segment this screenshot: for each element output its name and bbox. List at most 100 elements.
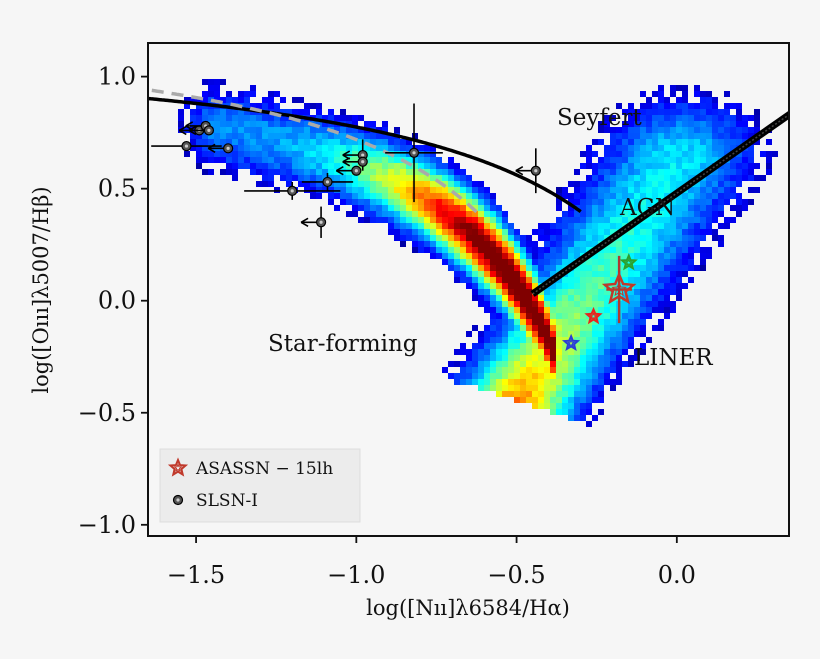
density-cell [580, 241, 586, 247]
density-cell [538, 403, 544, 409]
density-cell [556, 343, 562, 349]
density-cell [622, 253, 628, 259]
density-cell [268, 139, 274, 145]
density-cell [256, 151, 262, 157]
density-cell [670, 259, 676, 265]
density-cell [478, 265, 484, 271]
density-cell [718, 127, 724, 133]
density-cell [562, 385, 568, 391]
density-cell [544, 403, 550, 409]
density-cell [724, 217, 730, 223]
density-cell [634, 199, 640, 205]
density-cell [574, 409, 580, 415]
density-cell [478, 193, 484, 199]
density-cell [244, 163, 250, 169]
density-cell [514, 379, 520, 385]
density-cell [562, 403, 568, 409]
density-cell [586, 241, 592, 247]
density-cell [604, 343, 610, 349]
y-tick-label: −0.5 [78, 399, 136, 427]
density-cell [382, 199, 388, 205]
density-cell [730, 205, 736, 211]
density-cell [568, 319, 574, 325]
density-cell [724, 169, 730, 175]
legend: ASASSN − 15lh SLSN-I [159, 448, 361, 523]
density-cell [646, 169, 652, 175]
density-cell [388, 139, 394, 145]
density-cell [262, 121, 268, 127]
density-cell [622, 325, 628, 331]
density-cell [520, 349, 526, 355]
density-cell [640, 109, 646, 115]
density-cell [274, 151, 280, 157]
density-cell [598, 181, 604, 187]
y-axis-label: log([Oııı]λ5007/Hβ) [29, 186, 53, 393]
density-cell [520, 361, 526, 367]
density-cell [460, 373, 466, 379]
density-cell [556, 205, 562, 211]
density-cell [364, 121, 370, 127]
density-cell [676, 211, 682, 217]
density-cell [550, 295, 556, 301]
density-cell [616, 175, 622, 181]
density-cell [484, 337, 490, 343]
density-cell [394, 139, 400, 145]
density-cell [532, 319, 538, 325]
density-cell [484, 295, 490, 301]
density-cell [568, 403, 574, 409]
density-cell [592, 331, 598, 337]
density-cell [610, 145, 616, 151]
density-cell [640, 151, 646, 157]
density-cell [742, 199, 748, 205]
density-cell [454, 211, 460, 217]
density-cell [400, 187, 406, 193]
density-cell [442, 181, 448, 187]
density-cell [490, 361, 496, 367]
density-cell [748, 169, 754, 175]
density-cell [664, 121, 670, 127]
density-cell [682, 229, 688, 235]
density-cell [586, 409, 592, 415]
density-cell [478, 295, 484, 301]
density-cell [712, 145, 718, 151]
density-cell [706, 229, 712, 235]
density-cell [688, 151, 694, 157]
density-cell [664, 157, 670, 163]
density-cell [490, 307, 496, 313]
density-cell [736, 133, 742, 139]
density-cell [592, 283, 598, 289]
density-cell [700, 217, 706, 223]
density-cell [484, 361, 490, 367]
density-cell [604, 361, 610, 367]
density-cell [610, 283, 616, 289]
density-cell [448, 169, 454, 175]
density-cell [310, 193, 316, 199]
density-cell [532, 307, 538, 313]
density-cell [676, 139, 682, 145]
density-cell [352, 211, 358, 217]
density-cell [520, 301, 526, 307]
density-cell [544, 361, 550, 367]
density-cell [490, 277, 496, 283]
density-cell [178, 115, 184, 121]
density-cell [574, 199, 580, 205]
density-cell [544, 307, 550, 313]
density-cell [268, 145, 274, 151]
density-cell [508, 235, 514, 241]
density-cell [604, 373, 610, 379]
density-cell [256, 121, 262, 127]
density-cell [418, 151, 424, 157]
density-cell [748, 151, 754, 157]
density-cell [616, 361, 622, 367]
density-cell [442, 247, 448, 253]
density-cell [490, 265, 496, 271]
density-cell [544, 241, 550, 247]
density-cell [586, 349, 592, 355]
density-cell [418, 193, 424, 199]
density-cell [484, 241, 490, 247]
density-cell [544, 397, 550, 403]
density-cell [634, 331, 640, 337]
density-cell [664, 187, 670, 193]
asassn-star-inner [589, 311, 598, 320]
density-cell [568, 313, 574, 319]
